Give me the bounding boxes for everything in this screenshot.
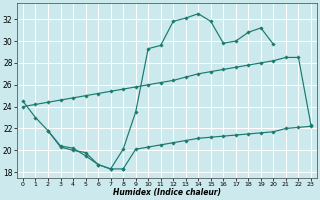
- X-axis label: Humidex (Indice chaleur): Humidex (Indice chaleur): [113, 188, 221, 197]
